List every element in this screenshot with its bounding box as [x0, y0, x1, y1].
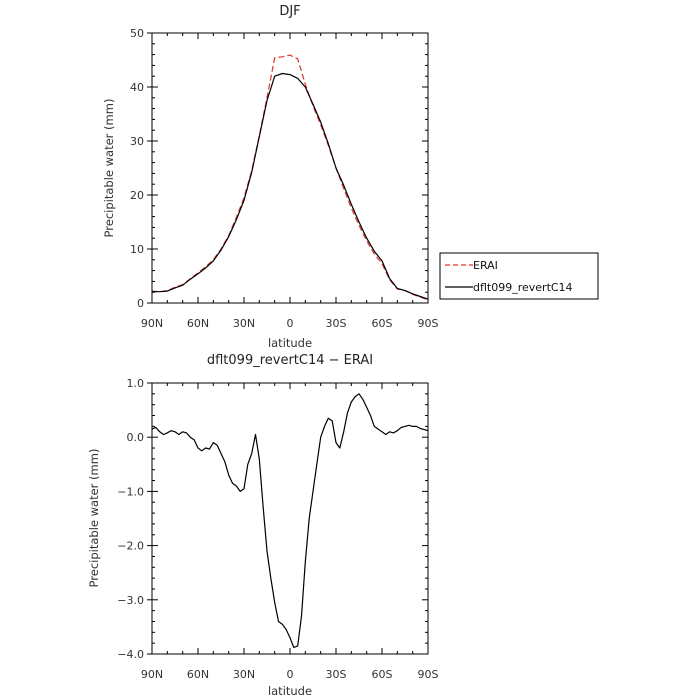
legend-box [439, 252, 599, 300]
chart-top-ytick-label: 20 [130, 189, 144, 202]
chart-top-ytick-label: 0 [137, 297, 144, 310]
chart-top-series-erai [151, 54, 429, 301]
chart-bottom-xtick-label: 90N [141, 668, 163, 681]
chart-bottom-title: dflt099_revertC14 − ERAI [207, 353, 373, 368]
chart-bottom-xtick-label: 60S [372, 668, 393, 681]
chart-bottom-ytick-label: −2.0 [117, 540, 144, 553]
chart-bottom-xtick-label: 30N [233, 668, 255, 681]
chart-top-xtick-label: 30N [233, 317, 255, 330]
chart-top-title: DJF [279, 4, 300, 19]
chart-bottom-ytick-label: 1.0 [127, 377, 145, 390]
chart-top-xlabel: latitude [268, 336, 312, 350]
chart-bottom-xtick-label: 0 [287, 668, 294, 681]
chart-top-ytick-label: 30 [130, 135, 144, 148]
chart-top: DJF 90N 60N 30N 0 30S 60S 90S 0 10 20 30 40 50 latit… [102, 4, 599, 350]
chart-bottom-ticks: 90N 60N 30N 0 30S 60S 90S 1.0 0.0 −1.0 −2.0 −3.0 −4.… [117, 377, 438, 681]
chart-bottom-xtick-label: 30S [326, 668, 347, 681]
chart-top-series-dflt099-revertc14 [152, 72, 429, 300]
chart-bottom-xlabel: latitude [268, 684, 312, 698]
chart-top-xtick-label: 30S [326, 317, 347, 330]
legend-label-model: dflt099_revertC14 [473, 281, 573, 294]
chart-bottom-ytick-label: −1.0 [117, 485, 144, 498]
chart-top-ticks: 90N 60N 30N 0 30S 60S 90S 0 10 20 30 40 50 [130, 27, 439, 330]
chart-bottom-ytick-label: −3.0 [117, 594, 144, 607]
chart-top-xtick-label: 90S [418, 317, 439, 330]
chart-bottom-frame [151, 382, 429, 655]
chart-top-xtick-label: 60N [187, 317, 209, 330]
chart-bottom-xtick-label: 90S [418, 668, 439, 681]
chart-top-xtick-label: 90N [141, 317, 163, 330]
legend-label-erai: ERAI [473, 259, 498, 272]
chart-top-xtick-label: 60S [372, 317, 393, 330]
chart-bottom-ytick-label: 0.0 [127, 431, 145, 444]
chart-bottom-ytick-label: −4.0 [117, 648, 144, 661]
chart-top-xtick-label: 0 [287, 317, 294, 330]
chart-top-ytick-label: 40 [130, 81, 144, 94]
chart-top-ylabel: Precipitable water (mm) [102, 99, 116, 238]
chart-bottom-series-difference [151, 393, 429, 649]
chart-top-frame [151, 32, 429, 304]
chart-top-legend: ERAI dflt099_revertC14 [439, 252, 599, 300]
chart-bottom: dflt099_revertC14 − ERAI 90N 60N 30N 0 30S 60… [87, 353, 439, 698]
chart-bottom-xtick-label: 60N [187, 668, 209, 681]
chart-top-series [151, 54, 429, 301]
chart-top-ytick-label: 10 [130, 243, 144, 256]
chart-top-ytick-label: 50 [130, 27, 144, 40]
chart-bottom-series [151, 393, 429, 649]
chart-bottom-ylabel: Precipitable water (mm) [87, 449, 101, 588]
